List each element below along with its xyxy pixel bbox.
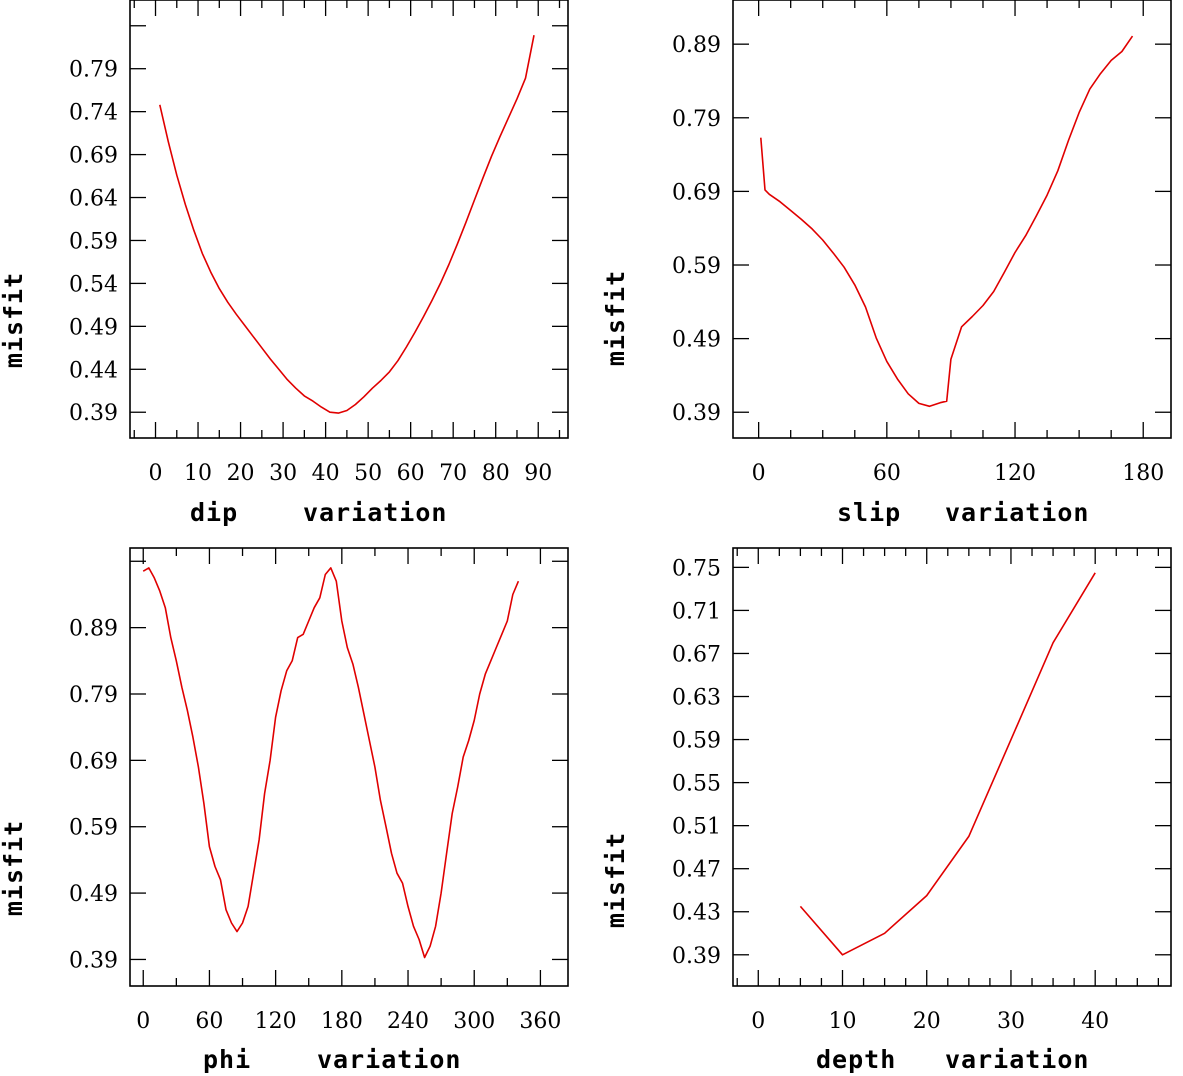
x-tick-label: 30 [269, 461, 297, 486]
y-tick-label: 0.51 [672, 815, 721, 840]
x-tick-label: 120 [255, 1009, 297, 1034]
y-tick-label: 0.89 [672, 33, 721, 58]
dip-y-axis-label: misfit [0, 272, 28, 368]
y-tick-label: 0.39 [672, 944, 721, 969]
depth-y-axis-label: misfit [601, 832, 630, 928]
x-tick-label: 10 [829, 1009, 857, 1034]
y-tick-label: 0.79 [672, 107, 721, 132]
phi-x-tick-labels: 0 60 120 180 240 300 360 [136, 1009, 561, 1034]
y-tick-label: 0.59 [672, 254, 721, 279]
x-tick-label: 0 [752, 461, 766, 486]
phi-plot-frame [129, 547, 569, 987]
slip-plot-frame [732, 0, 1172, 439]
dip-panel: 0.39 0.44 0.49 0.54 0.59 0.64 0.69 0.74 0.79 0 10… [0, 0, 569, 527]
phi-y-tick-labels: 0.39 0.49 0.59 0.69 0.79 0.89 [69, 617, 118, 974]
slip-x-axis-label-word: variation [945, 498, 1089, 527]
x-tick-label: 360 [519, 1009, 561, 1034]
x-tick-label: 180 [1122, 461, 1164, 486]
slip-panel: 0.39 0.49 0.59 0.69 0.79 0.89 0 60 120 180 misfi… [601, 0, 1172, 527]
slip-x-tick-labels: 0 60 120 180 [752, 461, 1165, 486]
depth-x-tick-labels: 0 10 20 30 40 [751, 1009, 1109, 1034]
y-tick-label: 0.39 [69, 948, 118, 973]
x-tick-label: 70 [439, 461, 467, 486]
x-tick-label: 0 [751, 1009, 765, 1034]
y-tick-label: 0.49 [672, 328, 721, 353]
x-tick-label: 90 [524, 461, 552, 486]
dip-x-axis-label-word: variation [303, 498, 447, 527]
slip-tick-marks [733, 0, 1171, 438]
depth-y-tick-labels: 0.39 0.43 0.47 0.51 0.55 0.59 0.63 0.67 0.71 0.75 [672, 556, 721, 968]
x-tick-label: 30 [997, 1009, 1025, 1034]
dip-y-tick-labels: 0.39 0.44 0.49 0.54 0.59 0.64 0.69 0.74 0.79 [69, 58, 118, 427]
phi-x-axis-label-variable: phi [203, 1045, 251, 1074]
y-tick-label: 0.49 [69, 315, 118, 340]
x-tick-label: 60 [195, 1009, 223, 1034]
depth-x-axis-label-variable: depth [816, 1045, 896, 1074]
y-tick-label: 0.69 [69, 144, 118, 169]
x-tick-label: 40 [312, 461, 340, 486]
dip-tick-marks [130, 0, 568, 438]
y-tick-label: 0.69 [672, 180, 721, 205]
y-tick-label: 0.39 [69, 401, 118, 426]
y-tick-label: 0.54 [69, 272, 118, 297]
slip-misfit-curve [760, 35, 1134, 408]
x-tick-label: 10 [184, 461, 212, 486]
y-tick-label: 0.59 [69, 229, 118, 254]
dip-x-axis-label-variable: dip [190, 498, 238, 527]
y-tick-label: 0.74 [69, 101, 118, 126]
y-tick-label: 0.69 [69, 749, 118, 774]
y-tick-label: 0.49 [69, 882, 118, 907]
y-tick-label: 0.47 [672, 858, 721, 883]
y-tick-label: 0.59 [672, 729, 721, 754]
slip-x-axis-label-variable: slip [837, 498, 901, 527]
x-tick-label: 40 [1081, 1009, 1109, 1034]
slip-y-axis-label: misfit [601, 270, 630, 366]
y-tick-label: 0.75 [672, 556, 721, 581]
x-tick-label: 80 [482, 461, 510, 486]
x-tick-label: 300 [453, 1009, 495, 1034]
y-tick-label: 0.59 [69, 816, 118, 841]
y-tick-label: 0.63 [672, 686, 721, 711]
y-tick-label: 0.89 [69, 617, 118, 642]
y-tick-label: 0.43 [672, 901, 721, 926]
phi-misfit-curve [142, 567, 520, 959]
phi-y-axis-label: misfit [0, 820, 28, 916]
x-tick-label: 60 [873, 461, 901, 486]
depth-tick-marks [733, 548, 1171, 986]
y-tick-label: 0.67 [672, 642, 721, 667]
x-tick-label: 180 [321, 1009, 363, 1034]
phi-panel: 0.39 0.49 0.59 0.69 0.79 0.89 0 60 120 180 240 300… [0, 547, 569, 1074]
depth-plot-frame [732, 547, 1172, 987]
x-tick-label: 240 [387, 1009, 429, 1034]
dip-plot-frame [129, 0, 569, 439]
phi-x-axis-label-word: variation [317, 1045, 461, 1074]
depth-x-axis-label-word: variation [945, 1045, 1089, 1074]
y-tick-label: 0.44 [69, 358, 118, 383]
y-tick-label: 0.79 [69, 58, 118, 83]
y-tick-label: 0.71 [672, 599, 721, 624]
y-tick-label: 0.55 [672, 772, 721, 797]
y-tick-label: 0.39 [672, 401, 721, 426]
slip-y-tick-labels: 0.39 0.49 0.59 0.69 0.79 0.89 [672, 33, 721, 426]
x-tick-label: 60 [397, 461, 425, 486]
dip-misfit-curve [159, 35, 535, 414]
y-tick-label: 0.79 [69, 683, 118, 708]
x-tick-label: 20 [913, 1009, 941, 1034]
dip-x-tick-labels: 0 10 20 30 40 50 60 70 80 90 [149, 461, 553, 486]
x-tick-label: 120 [994, 461, 1036, 486]
x-tick-label: 50 [354, 461, 382, 486]
x-tick-label: 0 [149, 461, 163, 486]
x-tick-label: 0 [136, 1009, 150, 1034]
x-tick-label: 20 [227, 461, 255, 486]
depth-panel: 0.39 0.43 0.47 0.51 0.55 0.59 0.63 0.67 0.71 0.75… [601, 547, 1172, 1074]
phi-tick-marks [130, 548, 568, 986]
depth-misfit-curve [799, 572, 1096, 956]
y-tick-label: 0.64 [69, 187, 118, 212]
